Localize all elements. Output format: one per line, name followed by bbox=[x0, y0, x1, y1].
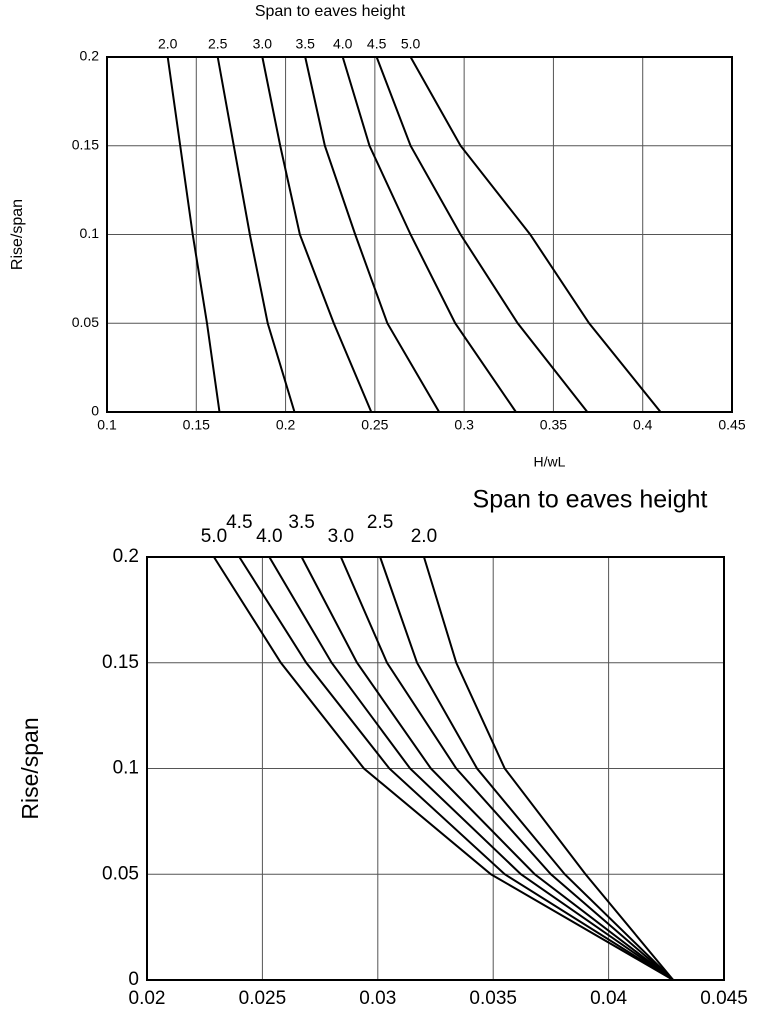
curve bbox=[379, 556, 674, 981]
plot-frame bbox=[146, 556, 725, 981]
x-tick-label: 0.03 bbox=[359, 988, 396, 1009]
y-tick-label: 0.2 bbox=[80, 48, 100, 64]
x-tick-label: 0.15 bbox=[183, 417, 210, 433]
series-label: 3.5 bbox=[295, 36, 315, 52]
y-tick-label: 0.05 bbox=[102, 863, 139, 884]
curve bbox=[261, 56, 373, 413]
curve bbox=[304, 56, 441, 413]
chart-title: Span to eaves height bbox=[473, 486, 708, 514]
series-label: 3.5 bbox=[288, 512, 314, 533]
series-label: 4.0 bbox=[256, 526, 282, 547]
y-tick-label: 0.2 bbox=[113, 546, 139, 567]
x-tick-label: 0.035 bbox=[469, 988, 517, 1009]
curve bbox=[300, 556, 674, 981]
y-tick-label: 0.1 bbox=[80, 225, 100, 241]
series-label: 2.0 bbox=[158, 36, 178, 52]
y-tick-label: 0.05 bbox=[72, 314, 99, 330]
curve bbox=[268, 556, 674, 981]
series-label: 5.0 bbox=[201, 526, 227, 547]
curve bbox=[423, 556, 674, 981]
y-tick-label: 0.15 bbox=[72, 136, 99, 152]
x-tick-label: 0.04 bbox=[590, 988, 627, 1009]
y-axis-label: Rise/span bbox=[9, 199, 26, 270]
y-tick-label: 0 bbox=[128, 969, 139, 990]
x-axis-label: H/wL bbox=[534, 454, 566, 470]
x-tick-label: 0.2 bbox=[276, 417, 296, 433]
y-tick-label: 0.15 bbox=[102, 652, 139, 673]
series-label: 3.0 bbox=[328, 526, 354, 547]
x-tick-label: 0.045 bbox=[700, 988, 748, 1009]
x-tick-label: 0.025 bbox=[239, 988, 287, 1009]
chart-title: Span to eaves height bbox=[255, 3, 406, 20]
curve bbox=[375, 56, 589, 413]
curve bbox=[341, 56, 517, 413]
curve bbox=[339, 556, 674, 981]
curve bbox=[216, 56, 296, 413]
plot-frame bbox=[106, 56, 733, 413]
series-label: 5.0 bbox=[401, 36, 421, 52]
y-tick-label: 0.1 bbox=[113, 758, 139, 779]
x-tick-label: 0.25 bbox=[361, 417, 388, 433]
series-label: 4.5 bbox=[367, 36, 387, 52]
x-tick-label: 0.4 bbox=[633, 417, 653, 433]
curve bbox=[166, 56, 221, 413]
series-label: 2.5 bbox=[367, 512, 393, 533]
series-label: 2.5 bbox=[208, 36, 228, 52]
x-tick-label: 0.3 bbox=[454, 417, 474, 433]
curve bbox=[238, 556, 674, 981]
x-tick-label: 0.02 bbox=[129, 988, 166, 1009]
y-axis-label: Rise/span bbox=[17, 717, 43, 819]
y-tick-label: 0 bbox=[91, 403, 99, 419]
series-label: 3.0 bbox=[253, 36, 273, 52]
curve bbox=[213, 556, 674, 981]
x-tick-label: 0.1 bbox=[97, 417, 117, 433]
x-tick-label: 0.35 bbox=[540, 417, 567, 433]
series-label: 4.0 bbox=[333, 36, 353, 52]
series-label: 4.5 bbox=[226, 512, 252, 533]
curve bbox=[409, 56, 662, 413]
series-label: 2.0 bbox=[411, 526, 437, 547]
x-tick-label: 0.45 bbox=[718, 417, 745, 433]
